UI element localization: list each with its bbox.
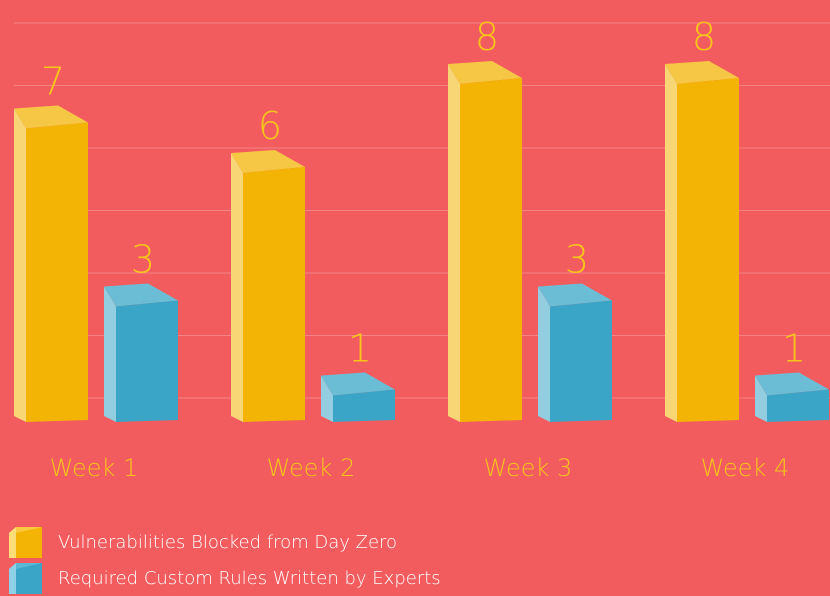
- data-label: 3: [565, 238, 589, 282]
- data-label: 7: [41, 60, 65, 104]
- legend-label-vulnerabilities: Vulnerabilities Blocked from Day Zero: [58, 531, 398, 553]
- bar-side: [104, 286, 116, 422]
- bar-side: [538, 286, 550, 422]
- legend-swatch-blue-cube-icon: [9, 563, 42, 594]
- data-label: 1: [782, 327, 806, 371]
- category-label: Week 4: [701, 454, 790, 482]
- legend-item-vulnerabilities: Vulnerabilities Blocked from Day Zero: [8, 524, 441, 560]
- bar: [677, 78, 739, 422]
- bar: [116, 300, 178, 422]
- bar: [460, 78, 522, 422]
- legend-label-custom-rules: Required Custom Rules Written by Experts: [58, 567, 441, 589]
- legend-item-custom-rules: Required Custom Rules Written by Experts: [8, 560, 441, 596]
- bar-top: [755, 372, 829, 396]
- bar-side: [321, 375, 333, 422]
- data-label: 8: [692, 15, 716, 59]
- bar-side: [448, 64, 460, 422]
- bar-top: [104, 283, 178, 307]
- bar-side: [755, 375, 767, 422]
- legend: Vulnerabilities Blocked from Day Zero Re…: [8, 524, 441, 596]
- bar-chart: 7 3 Week 1 6 1 Week 2 8 3 Week 3 8 1 Week 4: [14, 15, 830, 482]
- bar-top: [321, 372, 395, 396]
- category-label: Week 1: [50, 454, 139, 482]
- category-label: Week 2: [267, 454, 356, 482]
- bar: [550, 300, 612, 422]
- bar: [333, 389, 395, 422]
- bar-top: [14, 105, 88, 129]
- data-label: 8: [475, 15, 499, 59]
- bar-top: [448, 61, 522, 84]
- bar: [26, 122, 88, 422]
- legend-swatch-yellow-cube-icon: [9, 527, 42, 558]
- bar-top: [231, 150, 305, 173]
- data-label: 3: [131, 238, 155, 282]
- data-label: 1: [348, 327, 372, 371]
- bar-side: [14, 108, 26, 422]
- bar: [767, 389, 829, 422]
- data-label: 6: [258, 104, 282, 148]
- bar: [243, 167, 305, 422]
- bar-side: [231, 153, 243, 422]
- category-label: Week 3: [484, 454, 573, 482]
- bar-side: [665, 64, 677, 422]
- bar-top: [538, 283, 612, 307]
- bar-top: [665, 61, 739, 84]
